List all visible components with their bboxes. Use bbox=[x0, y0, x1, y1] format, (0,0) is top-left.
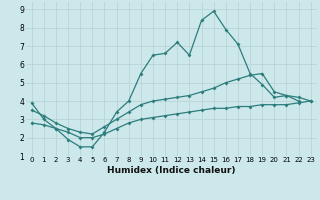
X-axis label: Humidex (Indice chaleur): Humidex (Indice chaleur) bbox=[107, 166, 236, 175]
